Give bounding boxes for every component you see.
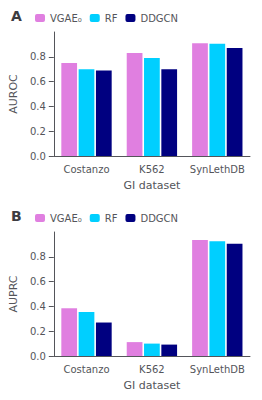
svg-text:0.4: 0.4 <box>30 301 46 312</box>
svg-text:Costanzo: Costanzo <box>63 364 109 375</box>
svg-text:GI dataset: GI dataset <box>123 379 181 392</box>
svg-text:A: A <box>11 8 22 24</box>
svg-text:0.0: 0.0 <box>30 351 46 362</box>
svg-text:SynLethDB: SynLethDB <box>190 364 245 375</box>
svg-text:AUPRC: AUPRC <box>7 275 20 312</box>
svg-text:DDGCN: DDGCN <box>140 13 178 24</box>
svg-text:0.0: 0.0 <box>30 151 46 162</box>
svg-text:K562: K562 <box>139 364 165 375</box>
svg-text:VGAE₀: VGAE₀ <box>50 13 82 24</box>
svg-text:SynLethDB: SynLethDB <box>190 164 245 175</box>
svg-text:DDGCN: DDGCN <box>140 213 178 224</box>
svg-text:0.6: 0.6 <box>30 76 46 87</box>
svg-text:0.2: 0.2 <box>30 326 46 337</box>
svg-text:RF: RF <box>105 213 118 224</box>
svg-text:0.4: 0.4 <box>30 101 46 112</box>
svg-text:RF: RF <box>105 13 118 24</box>
svg-text:Costanzo: Costanzo <box>63 164 109 175</box>
svg-text:0.8: 0.8 <box>30 251 46 262</box>
svg-text:AUROC: AUROC <box>7 74 20 114</box>
svg-text:0.2: 0.2 <box>30 126 46 137</box>
svg-text:VGAE₀: VGAE₀ <box>50 213 82 224</box>
svg-text:0.6: 0.6 <box>30 276 46 287</box>
svg-text:B: B <box>11 208 22 224</box>
svg-text:K562: K562 <box>139 164 165 175</box>
svg-text:GI dataset: GI dataset <box>123 179 181 192</box>
svg-text:0.8: 0.8 <box>30 51 46 62</box>
